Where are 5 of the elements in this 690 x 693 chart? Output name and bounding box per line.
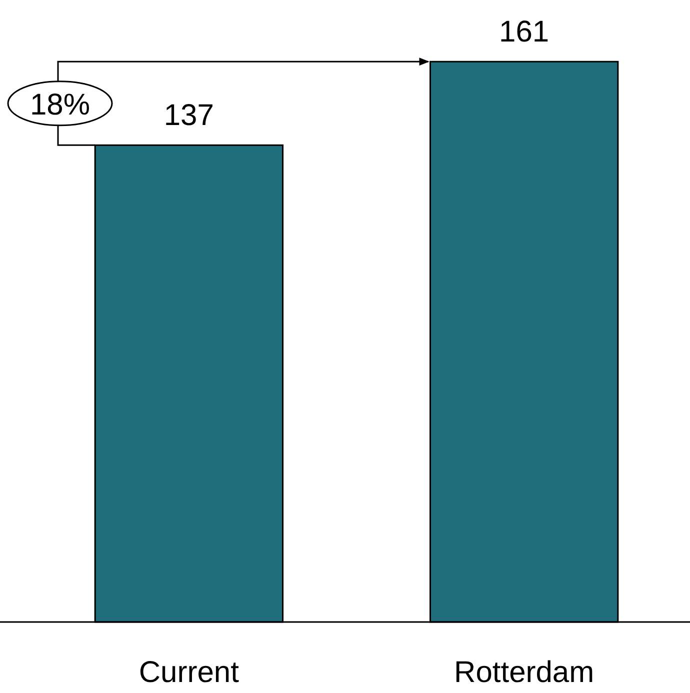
annotation: 18% [30,88,90,122]
data-label: 137 [164,99,214,132]
x-tick-label: Current [138,656,240,689]
x-tick-label: Rotterdam [454,656,594,689]
data-label: 161 [499,16,550,49]
